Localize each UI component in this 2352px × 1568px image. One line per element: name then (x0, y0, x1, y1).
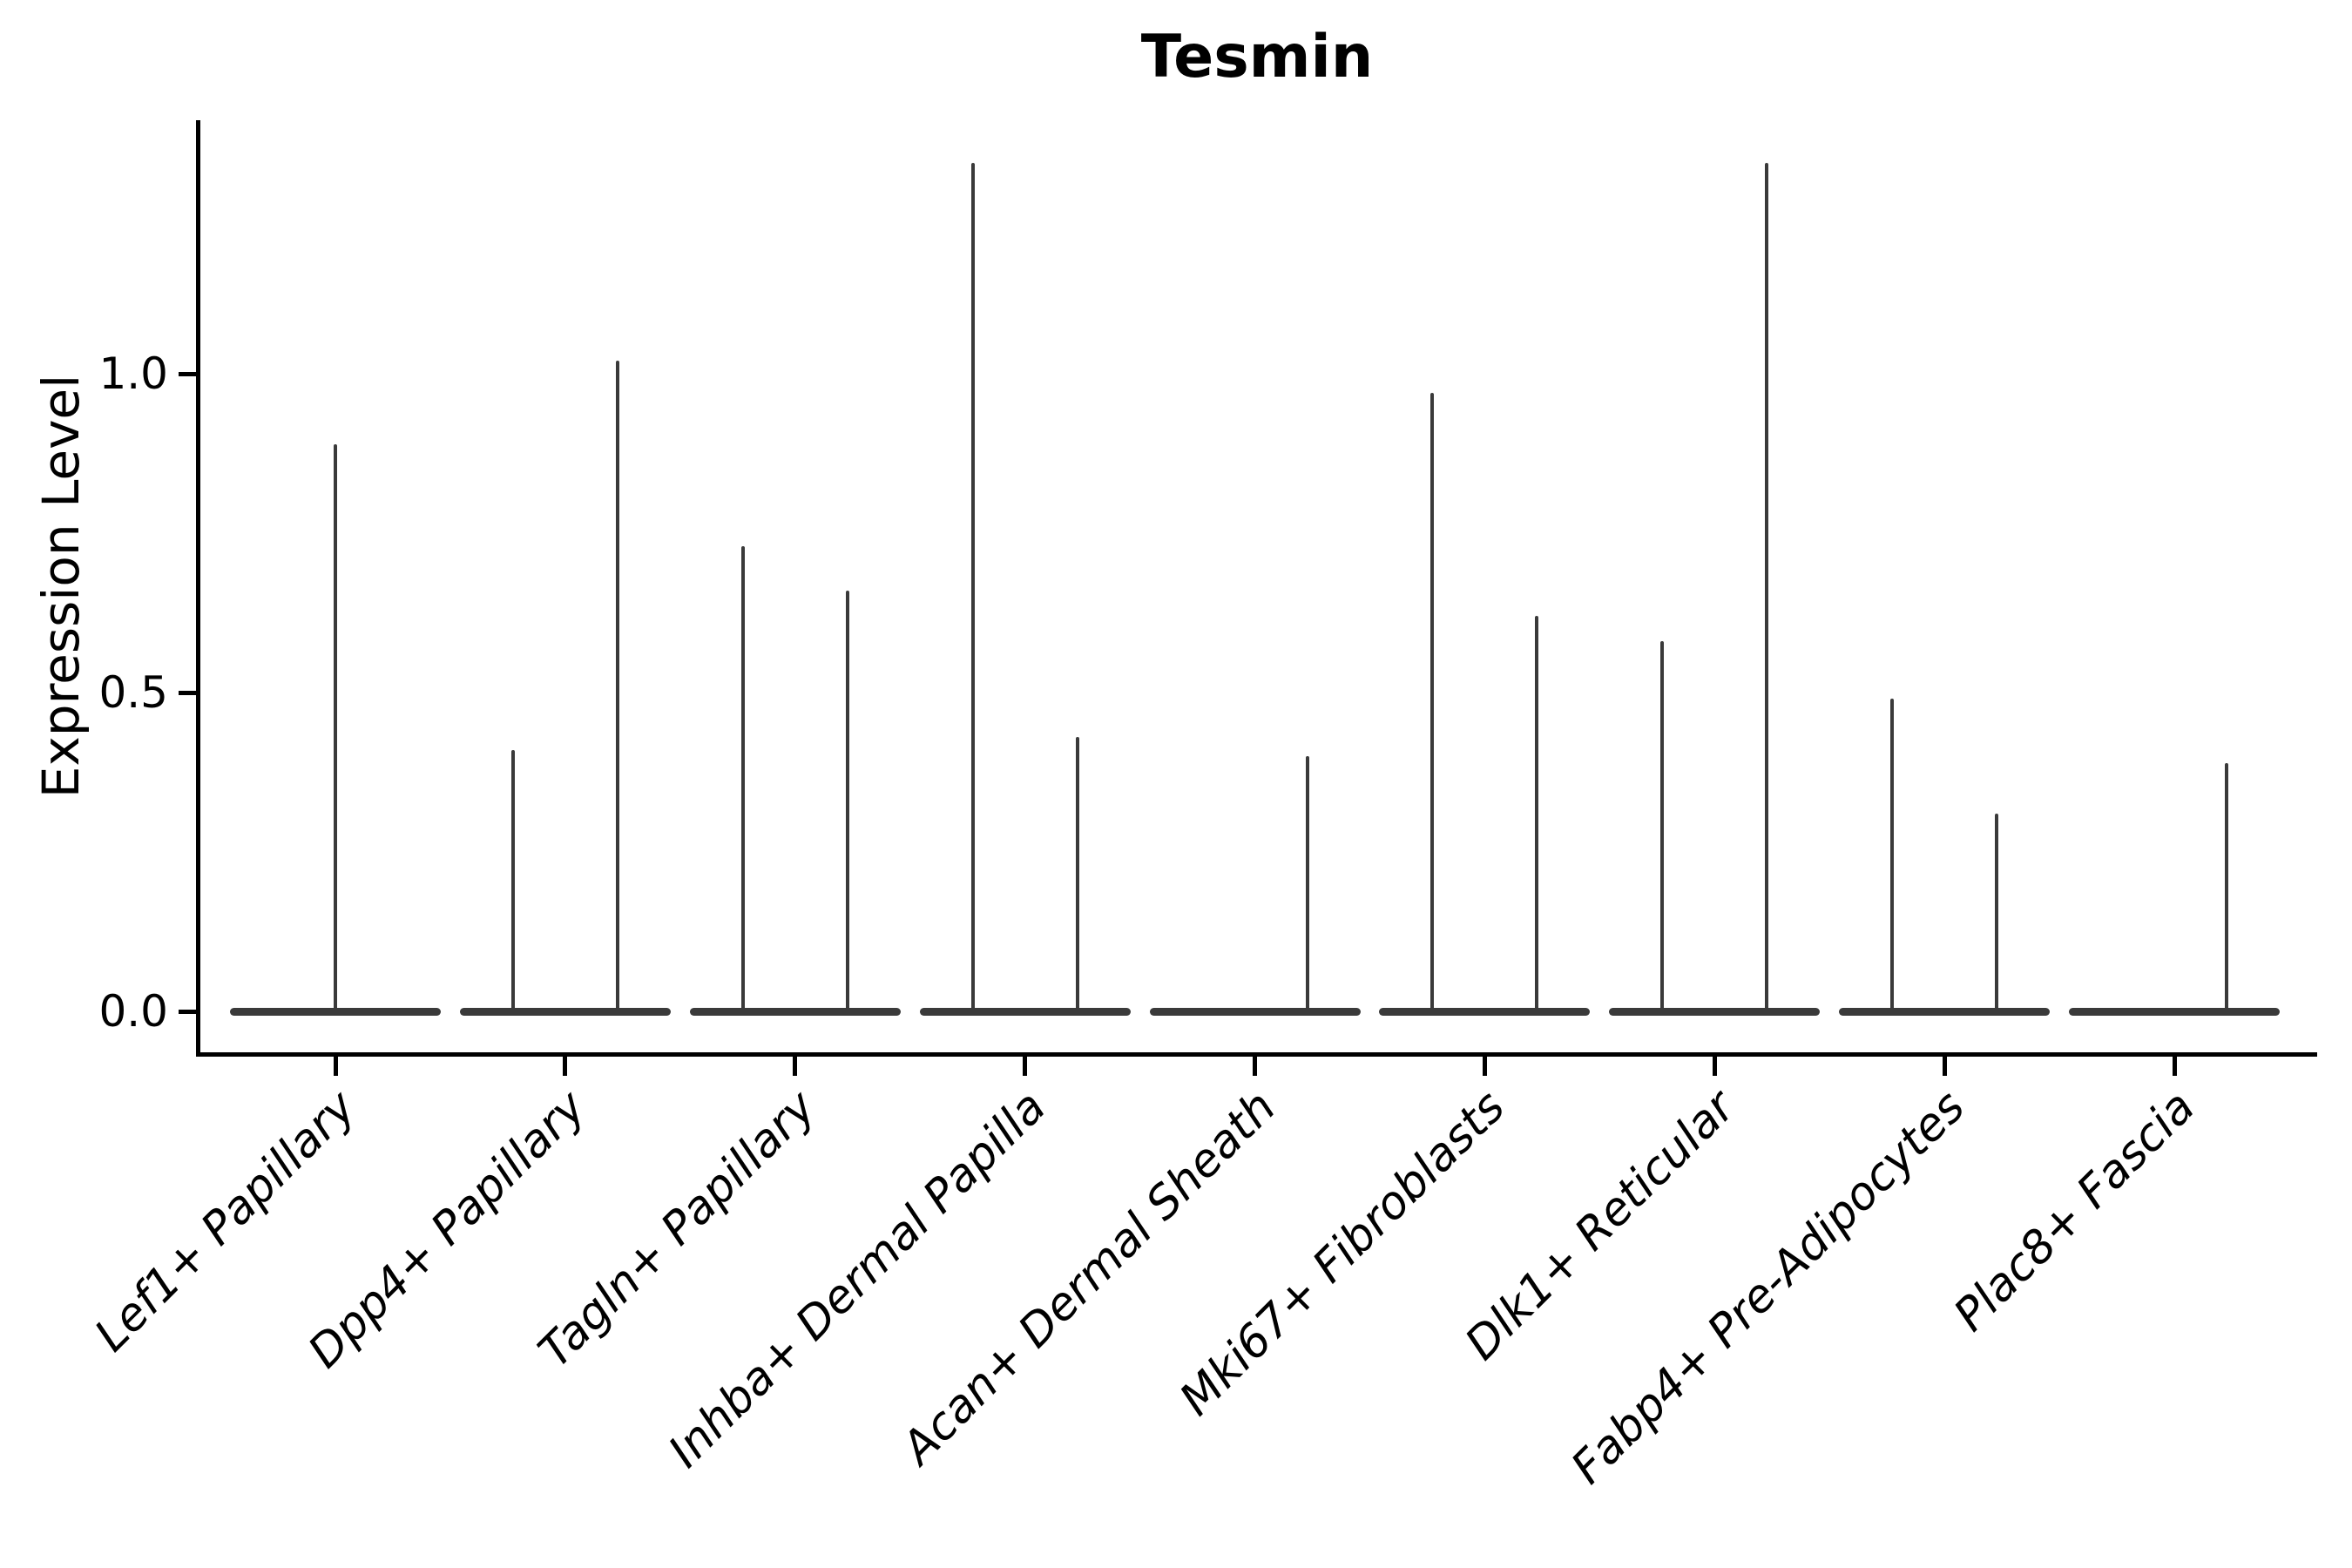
violin-baseline (919, 1007, 1131, 1016)
x-tick-label-9: Plac8+ Fascia (1943, 1080, 2206, 1342)
violin-spike (1075, 737, 1079, 1011)
violin-spike (2225, 762, 2228, 1011)
violin-baseline (689, 1007, 901, 1016)
x-tick-mark (793, 1057, 798, 1076)
x-tick-mark (1712, 1057, 1717, 1076)
y-tick-mark (179, 371, 196, 376)
violin-baseline (1149, 1007, 1361, 1016)
violin-spike (1890, 699, 1895, 1011)
violin-spike (1765, 163, 1769, 1011)
y-axis-spine (196, 120, 200, 1057)
x-tick-mark (333, 1057, 338, 1076)
violin-spike (1535, 616, 1539, 1011)
x-tick-mark (2172, 1057, 2177, 1076)
x-tick-label-5: Acan+ Dermal Sheath (891, 1080, 1286, 1475)
plot-title: Tesmin (1140, 23, 1374, 91)
y-tick-label: 0.0 (98, 986, 168, 1037)
violin-spike (845, 590, 849, 1011)
y-tick-label: 0.5 (98, 667, 168, 718)
violin-spike (615, 361, 619, 1011)
violin-baseline (1609, 1007, 1821, 1016)
violin-spike (970, 163, 975, 1011)
y-axis-label: Expression Level (31, 374, 91, 799)
y-tick-mark (179, 690, 196, 695)
violin-spike (1430, 392, 1435, 1011)
violin-spike (510, 749, 515, 1011)
x-tick-mark (563, 1057, 568, 1076)
x-tick-label-4: Inhba+ Dermal Papilla (659, 1080, 1056, 1478)
violin-spike (334, 443, 337, 1011)
violin-baseline (230, 1007, 441, 1016)
violin-baseline (1839, 1007, 2051, 1016)
violin-spike (1995, 814, 1999, 1011)
x-tick-mark (1253, 1057, 1257, 1076)
x-tick-mark (1482, 1057, 1487, 1076)
violin-baseline (459, 1007, 671, 1016)
x-axis-spine (196, 1052, 2317, 1057)
violin-spike (1660, 641, 1665, 1011)
x-tick-mark (1942, 1057, 1947, 1076)
y-tick-mark (179, 1009, 196, 1014)
violin-spike (1305, 756, 1309, 1011)
x-tick-mark (1023, 1057, 1028, 1076)
y-tick-label: 1.0 (98, 348, 168, 399)
violin-spike (740, 545, 745, 1011)
violin-baseline (1379, 1007, 1591, 1016)
x-tick-label-8: Fabp4+ Pre-Adipocytes (1561, 1080, 1976, 1495)
violin-baseline (2069, 1007, 2280, 1016)
